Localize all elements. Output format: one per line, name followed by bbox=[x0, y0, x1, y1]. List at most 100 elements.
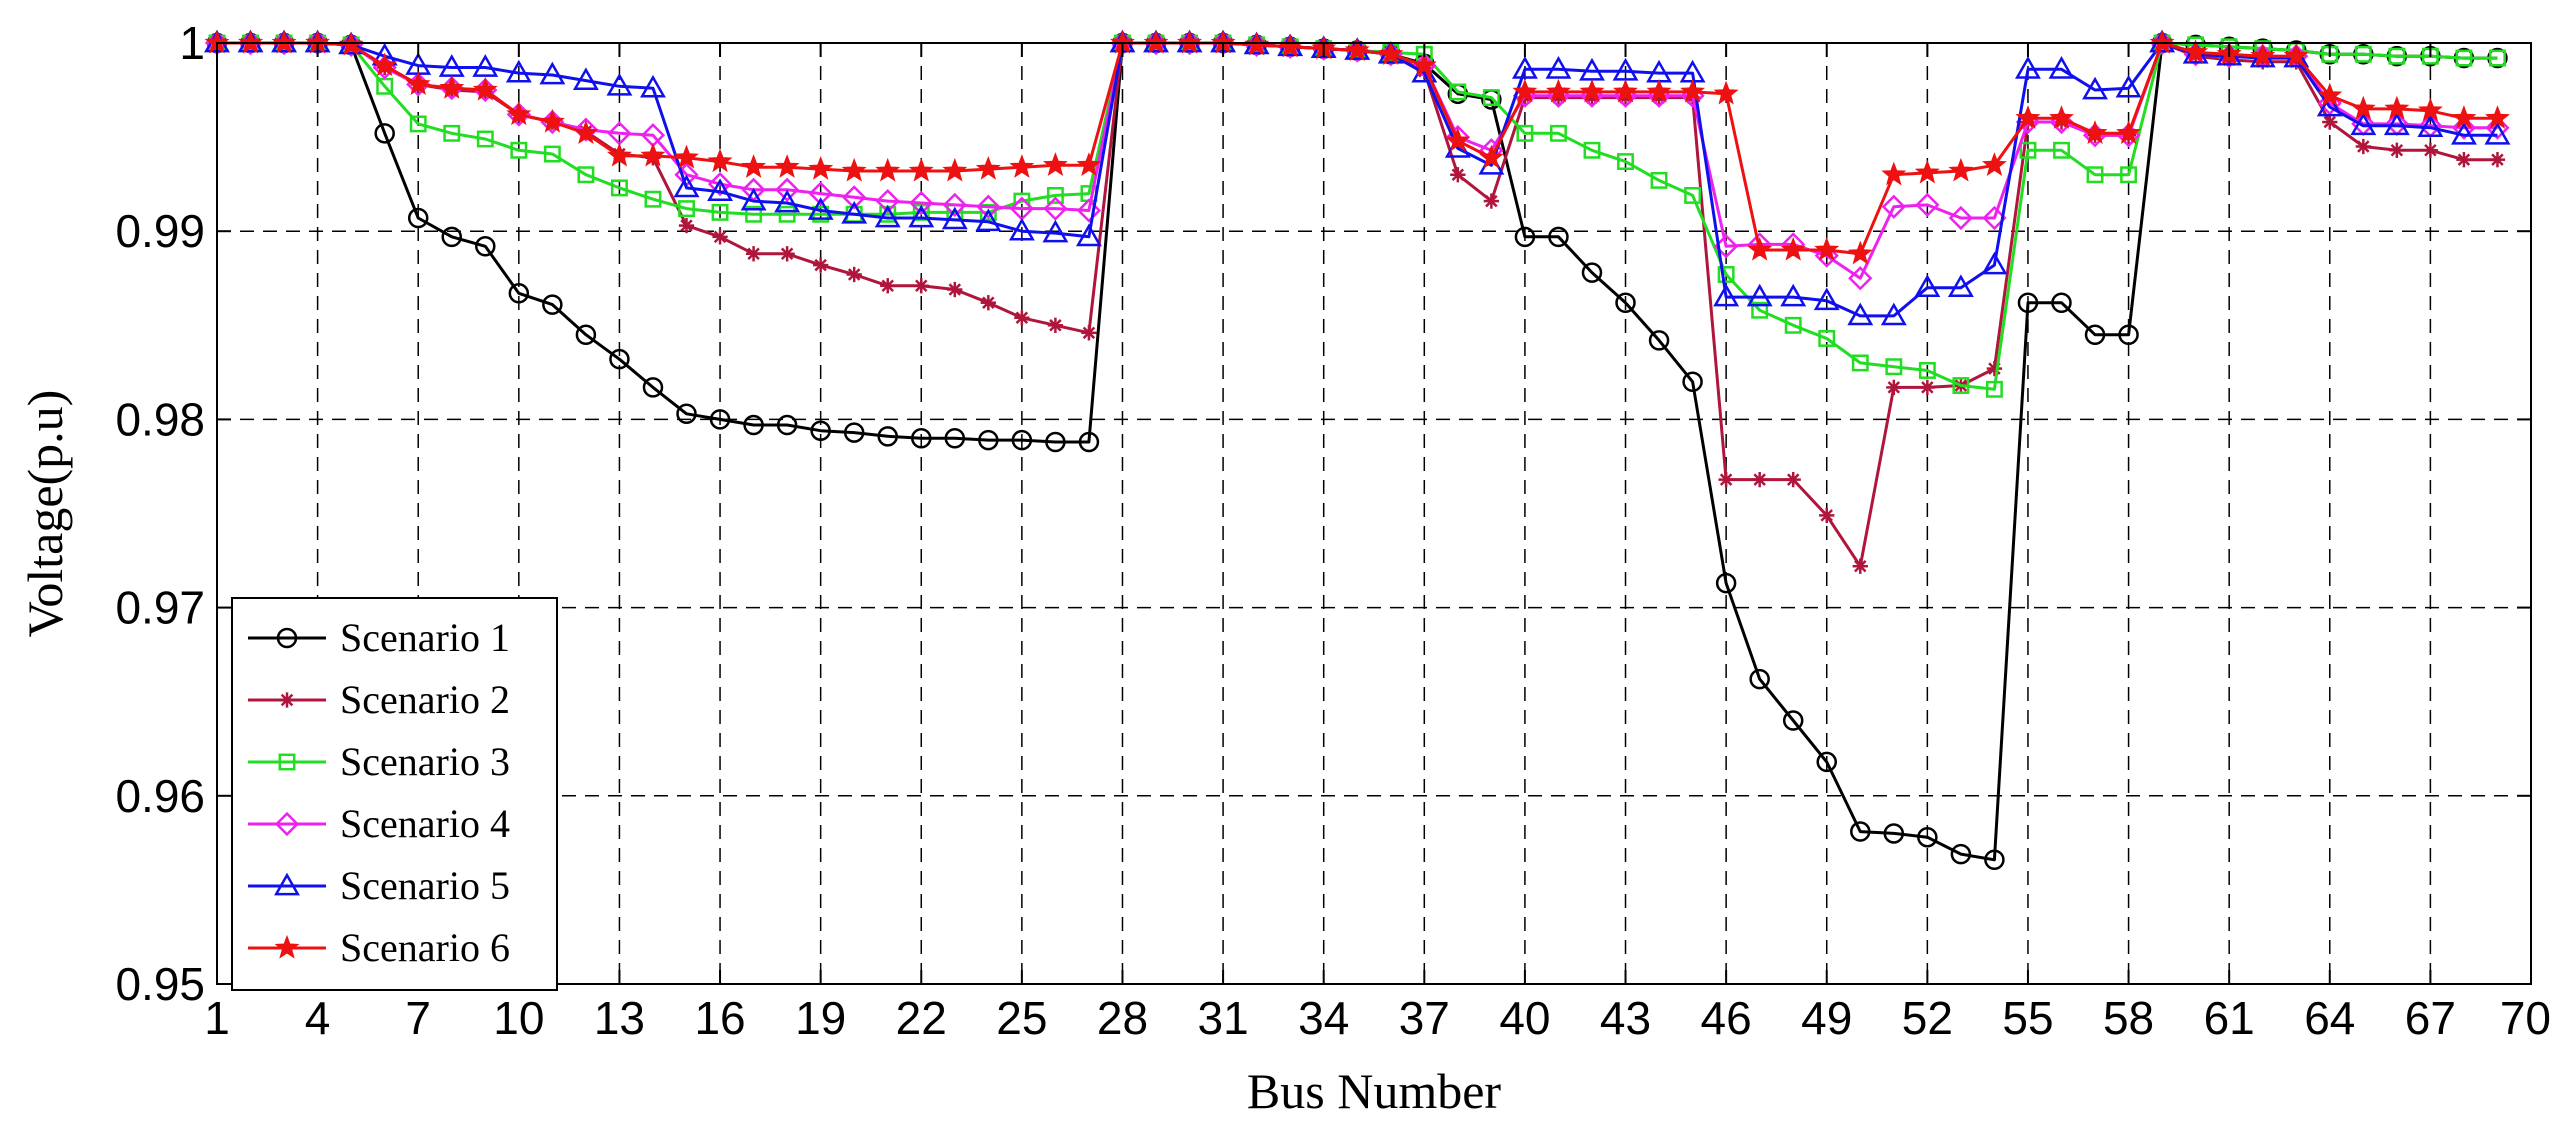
y-tick-label: 1 bbox=[179, 17, 205, 69]
data-point bbox=[678, 200, 695, 218]
data-point bbox=[508, 283, 530, 304]
data-point bbox=[1818, 330, 1836, 347]
data-point bbox=[409, 115, 427, 133]
data-point bbox=[2484, 121, 2511, 145]
data-point bbox=[875, 157, 901, 182]
data-point bbox=[813, 257, 829, 273]
data-point bbox=[1615, 292, 1636, 313]
marker-stroke bbox=[2323, 115, 2337, 129]
legend-item: Scenario 4 bbox=[248, 801, 510, 846]
data-point bbox=[673, 174, 700, 198]
data-point bbox=[1780, 236, 1806, 261]
marker-stroke bbox=[2457, 153, 2471, 166]
marker-stroke bbox=[1921, 381, 1934, 394]
marker-stroke bbox=[2390, 144, 2404, 157]
legend-label: Scenario 3 bbox=[340, 739, 510, 784]
legend-item: Scenario 3 bbox=[248, 739, 510, 784]
data-point bbox=[543, 145, 561, 163]
data-point bbox=[542, 294, 563, 315]
data-point bbox=[774, 154, 800, 178]
data-point bbox=[472, 76, 498, 101]
data-point bbox=[978, 429, 999, 451]
legend-label: Scenario 4 bbox=[340, 801, 510, 846]
legend-marker bbox=[274, 934, 300, 959]
x-tick-label: 46 bbox=[1701, 992, 1752, 1044]
data-point bbox=[2355, 138, 2371, 155]
data-point bbox=[1880, 302, 1907, 326]
data-point bbox=[1043, 196, 1068, 221]
x-tick-label: 64 bbox=[2304, 992, 2355, 1044]
data-point bbox=[1548, 226, 1569, 248]
marker-stroke bbox=[680, 219, 693, 232]
x-tick-label: 61 bbox=[2204, 992, 2255, 1044]
data-point bbox=[1450, 167, 1466, 183]
data-point bbox=[2082, 76, 2108, 100]
data-point bbox=[1784, 316, 1802, 334]
data-point bbox=[707, 178, 733, 202]
data-point bbox=[740, 187, 767, 211]
data-point bbox=[2451, 115, 2477, 140]
data-point bbox=[2118, 324, 2139, 345]
data-point bbox=[1950, 843, 1972, 865]
data-point bbox=[976, 194, 1001, 219]
data-point bbox=[1081, 325, 1097, 341]
data-point bbox=[1545, 56, 1572, 79]
y-axis-title: Voltage(p.u) bbox=[17, 390, 73, 638]
data-point bbox=[1947, 274, 1974, 298]
data-point bbox=[877, 426, 898, 447]
x-tick-label: 52 bbox=[1902, 992, 1953, 1044]
data-point bbox=[1344, 37, 1370, 62]
data-point bbox=[640, 74, 666, 98]
marker-stroke bbox=[1887, 381, 1901, 394]
data-point bbox=[1952, 377, 1970, 394]
data-point bbox=[1985, 380, 2003, 398]
data-point bbox=[2120, 166, 2138, 184]
data-point bbox=[911, 427, 932, 449]
data-point bbox=[1511, 56, 1538, 79]
series-5 bbox=[204, 29, 2511, 326]
data-point bbox=[2350, 112, 2377, 136]
x-axis-title: Bus Number bbox=[1247, 1063, 1502, 1119]
data-point bbox=[2115, 74, 2142, 98]
data-point bbox=[1583, 141, 1601, 159]
legend-marker bbox=[278, 753, 296, 771]
x-tick-label: 37 bbox=[1399, 992, 1450, 1044]
data-point bbox=[1047, 317, 1064, 333]
marker-stroke bbox=[2424, 144, 2437, 157]
data-point bbox=[1751, 301, 1769, 319]
data-point bbox=[2015, 56, 2041, 79]
data-point bbox=[1045, 431, 1066, 453]
data-point bbox=[1850, 821, 1871, 842]
x-tick-label: 40 bbox=[1499, 992, 1550, 1044]
data-point bbox=[2422, 142, 2439, 158]
data-point bbox=[644, 190, 662, 208]
marker-stroke bbox=[780, 247, 794, 261]
data-point bbox=[2456, 152, 2472, 168]
marker-stroke bbox=[948, 283, 962, 296]
data-point bbox=[913, 278, 929, 294]
data-point bbox=[1982, 205, 2007, 231]
data-point bbox=[271, 29, 297, 54]
data-point bbox=[1076, 152, 1102, 176]
data-point bbox=[1918, 362, 1936, 379]
y-tick-label: 0.95 bbox=[115, 958, 205, 1010]
data-point bbox=[1078, 431, 1100, 453]
data-point bbox=[1917, 826, 1938, 848]
series-6 bbox=[204, 29, 2510, 265]
marker-stroke bbox=[881, 279, 894, 293]
data-point bbox=[1782, 710, 1804, 731]
legend-item: Scenario 1 bbox=[248, 615, 510, 660]
series-line bbox=[217, 41, 2498, 862]
data-point bbox=[1948, 205, 1974, 231]
data-point bbox=[506, 101, 532, 126]
data-point bbox=[2317, 82, 2343, 107]
data-point bbox=[1852, 558, 1868, 574]
data-point bbox=[1042, 219, 1069, 243]
x-tick-label: 43 bbox=[1600, 992, 1651, 1044]
data-point bbox=[707, 172, 733, 197]
data-point bbox=[909, 190, 934, 216]
data-point bbox=[1177, 29, 1203, 54]
data-point bbox=[1749, 668, 1770, 690]
data-point bbox=[2489, 49, 2506, 67]
x-tick-label: 31 bbox=[1198, 992, 1249, 1044]
